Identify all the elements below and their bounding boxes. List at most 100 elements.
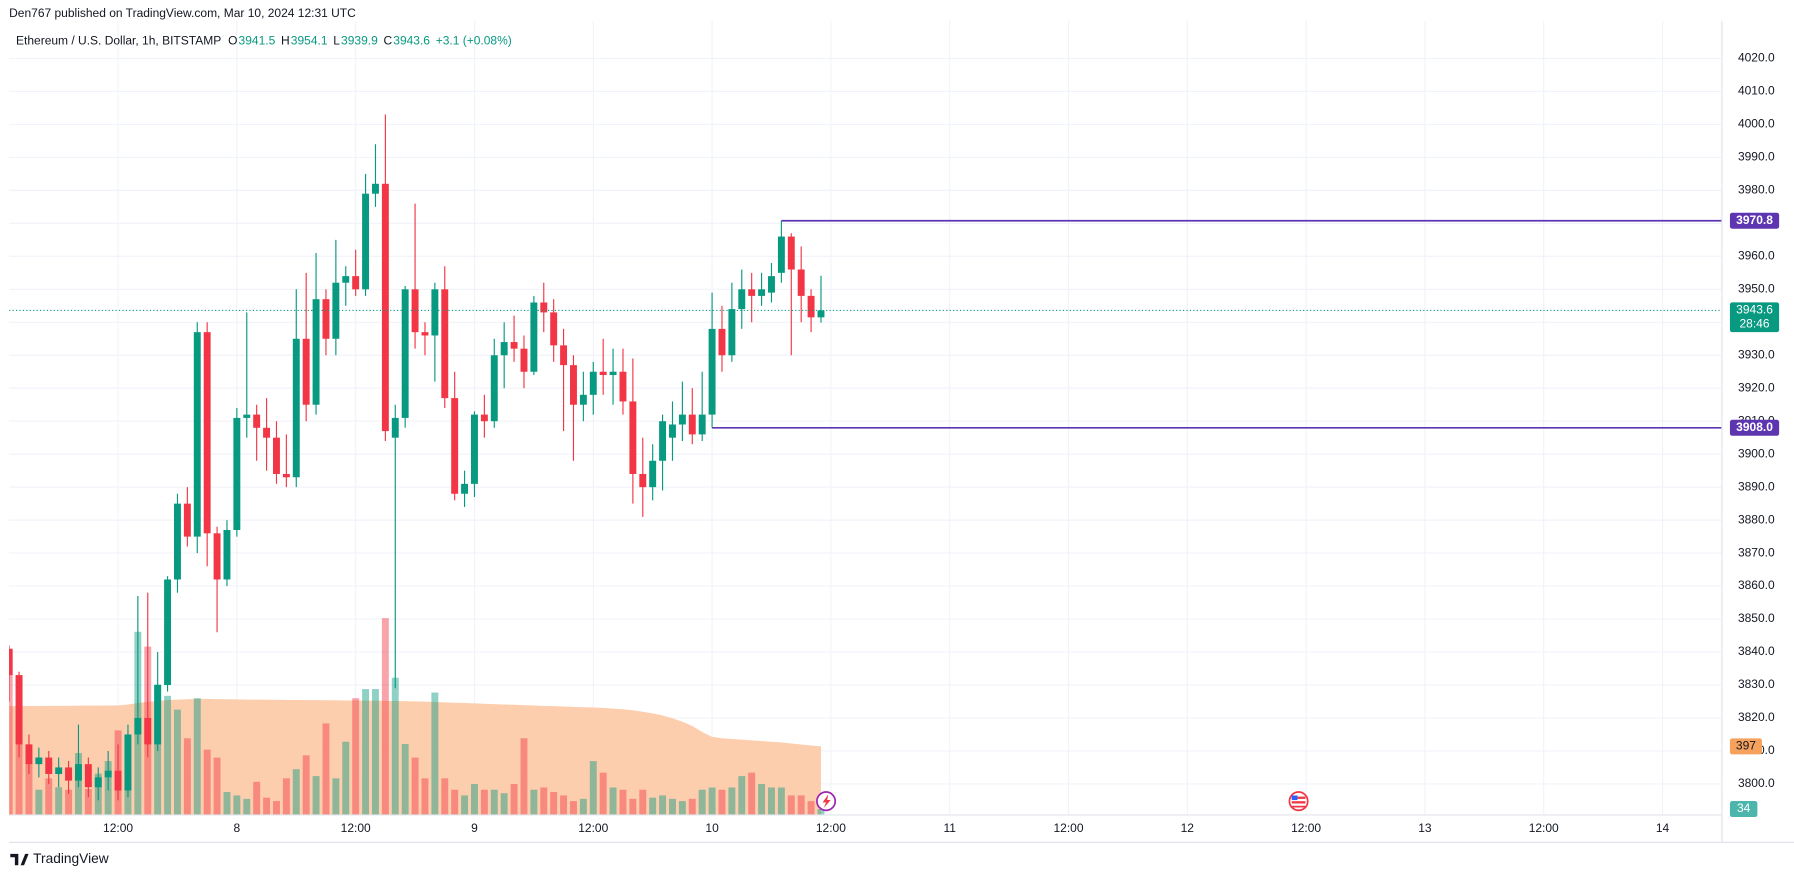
- candle-body: [362, 193, 370, 290]
- volume-bar: [748, 772, 756, 815]
- volume-bar: [45, 778, 53, 815]
- y-tick-label: 3980.0: [1738, 183, 1775, 197]
- candle-body: [203, 332, 211, 534]
- candle-body: [35, 757, 43, 765]
- volume-bar: [401, 743, 409, 815]
- axes: 3800.03810.03820.03830.03840.03850.03860…: [103, 51, 1780, 835]
- volume-bar: [263, 797, 271, 815]
- y-tick-label: 4010.0: [1738, 84, 1775, 98]
- volume-bar: [203, 749, 211, 815]
- candle-body: [748, 289, 756, 296]
- symbol: Ethereum / U.S. Dollar, 1h, BITSTAMP: [16, 34, 221, 48]
- attribution: Den767 published on TradingView.com, Mar…: [9, 6, 356, 20]
- volume-bar: [787, 795, 795, 815]
- candle-body: [461, 483, 469, 494]
- y-tick-label: 3990.0: [1738, 150, 1775, 164]
- volume-bar: [322, 723, 330, 815]
- level-badge: [1729, 212, 1780, 229]
- volume-bar: [411, 757, 419, 815]
- y-tick-label: 3870.0: [1738, 545, 1775, 559]
- volume-bar: [768, 787, 775, 815]
- candle-body: [164, 579, 172, 685]
- volume-bar: [243, 798, 251, 815]
- volume-bar: [352, 698, 360, 815]
- y-tick-label: 3930.0: [1738, 347, 1775, 361]
- volume-bar: [253, 781, 261, 815]
- candle-body: [213, 533, 221, 580]
- x-tick-label: 12:00: [1053, 821, 1083, 835]
- candle-body: [372, 183, 379, 194]
- volume-bar: [332, 778, 340, 815]
- volume-badge: [1729, 801, 1758, 818]
- volume-bar: [451, 789, 459, 815]
- candle-body: [451, 398, 459, 494]
- price-pane: [9, 114, 1722, 801]
- candle-body: [649, 460, 657, 488]
- y-tick-label: 3820.0: [1738, 710, 1775, 724]
- volume-ma-badge: [1729, 738, 1762, 755]
- volume-bar: [530, 789, 538, 815]
- level-label: 3970.8: [1736, 213, 1773, 227]
- candle-body: [659, 421, 667, 461]
- volume-bar: [579, 798, 587, 815]
- x-tick-label: 12: [1181, 821, 1195, 835]
- volume-bar: [193, 698, 201, 815]
- candle-body: [431, 289, 439, 336]
- volume-bar: [639, 789, 647, 815]
- volume-bar: [233, 795, 241, 815]
- candle-body: [25, 744, 33, 765]
- y-tick-label: 3960.0: [1738, 249, 1775, 263]
- volume-bar: [659, 795, 667, 815]
- candle-body: [74, 764, 82, 781]
- volume-bar: [629, 798, 637, 815]
- y-tick-label: 3860.0: [1738, 578, 1775, 592]
- candle-body: [807, 295, 815, 318]
- volume-bar: [471, 784, 478, 815]
- countdown: 28:46: [1740, 316, 1770, 330]
- volume-bar: [9, 650, 13, 815]
- candle-body: [55, 767, 63, 775]
- candle-body: [797, 269, 805, 296]
- candle-body: [381, 183, 389, 432]
- volume-bar: [500, 793, 508, 815]
- y-tick-label: 3920.0: [1738, 380, 1775, 394]
- candle-body: [183, 503, 191, 537]
- candle-body: [45, 757, 53, 775]
- y-tick-label: 3830.0: [1738, 677, 1775, 691]
- x-tick-label: 9: [471, 821, 478, 835]
- lightning-icon: [816, 791, 837, 812]
- volume-bar: [55, 787, 63, 815]
- volume-bar: [649, 797, 657, 815]
- volume-bar: [540, 787, 548, 815]
- candle-body: [758, 289, 766, 296]
- candle-body: [441, 289, 449, 399]
- volume-bar: [758, 784, 766, 815]
- volume-bar: [272, 801, 280, 815]
- volume-bar: [609, 787, 617, 815]
- x-tick-label: 10: [705, 821, 719, 835]
- candle-body: [609, 371, 617, 376]
- ohlc-key: O: [228, 34, 237, 48]
- candle-body: [728, 309, 736, 356]
- candle-body: [490, 355, 498, 422]
- candle-body: [312, 299, 320, 405]
- volume-bar: [431, 692, 439, 815]
- candle-body: [708, 328, 716, 415]
- candle-body: [698, 414, 706, 435]
- volume-bar: [421, 778, 429, 815]
- candle-body: [579, 394, 587, 405]
- candle-body: [401, 289, 409, 418]
- volume-label: 34: [1737, 801, 1751, 815]
- candle-body: [421, 332, 429, 336]
- volume-bar: [312, 776, 320, 815]
- candle-body: [391, 417, 399, 438]
- level-label: 3908.0: [1736, 420, 1773, 434]
- volume-bar: [25, 761, 33, 815]
- ohlc-value: 3943.6: [393, 34, 430, 48]
- candle-body: [223, 530, 231, 580]
- volume-bar: [570, 801, 577, 815]
- candle-body: [738, 289, 746, 310]
- volume-bar: [490, 789, 498, 815]
- volume-bar: [480, 789, 488, 815]
